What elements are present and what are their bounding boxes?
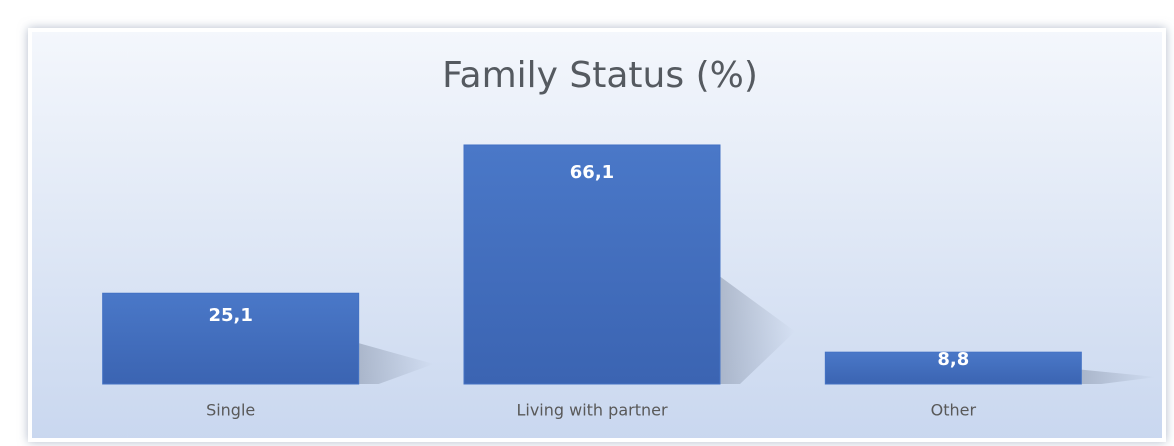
x-tick-label: Single [206, 401, 255, 420]
x-tick-label: Living with partner [516, 401, 667, 420]
plot-area: Single 25,1 Living with partner 66,1 Other 8,… [102, 144, 1157, 420]
chart-title: Family Status (%) [442, 55, 758, 96]
bar [463, 144, 721, 385]
bar-shadow [358, 343, 434, 384]
bar [102, 292, 360, 385]
bar [824, 351, 1082, 385]
x-tick-label: Other [931, 401, 977, 420]
data-label: 8,8 [937, 349, 969, 370]
bar-shadow [1081, 369, 1157, 384]
data-label: 25,1 [208, 305, 252, 326]
data-label: 66,1 [570, 162, 614, 183]
bar-shadow [720, 276, 795, 384]
